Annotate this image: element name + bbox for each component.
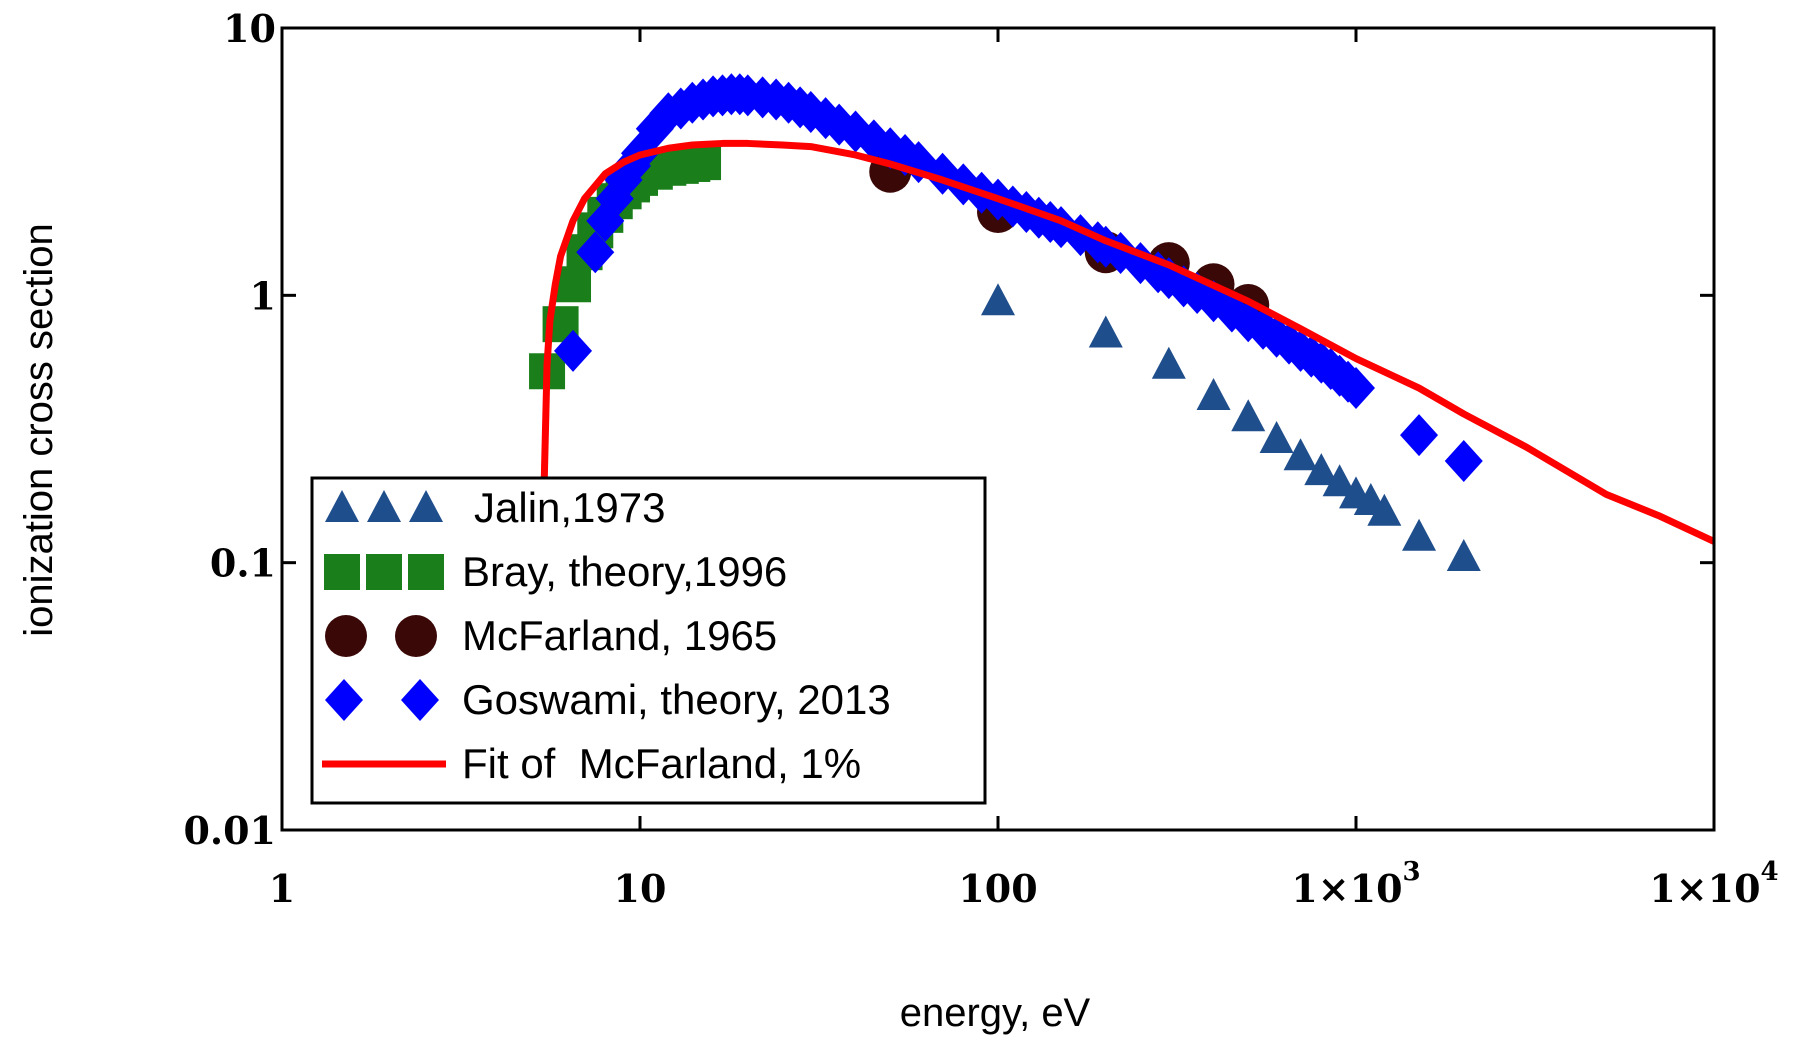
square-point [685,144,722,181]
x-tick-label: 100 [958,866,1037,911]
y-tick-label: 0.01 [183,808,276,853]
triangle-point [1304,453,1339,486]
legend-square-marker [324,554,360,590]
x-tick-label: 10 [614,866,667,911]
triangle-point [1283,438,1318,471]
triangle-point [1088,315,1123,348]
diamond-point [1400,414,1439,457]
legend-diamond-marker [401,679,439,721]
triangle-point [1259,421,1294,454]
x-axis-title: energy, eV [900,991,1091,1035]
diamond-point [576,231,615,274]
legend-triangle-marker [409,490,443,522]
legend-square-marker [408,554,444,590]
legend-label-fit: Fit of McFarland, 1% [462,740,861,787]
triangle-point [1231,399,1266,432]
y-tick-label: 0.1 [210,541,276,586]
legend-triangle-marker [325,490,359,522]
legend: Jalin,1973 Bray, theory,1996 McFarland, … [310,476,987,805]
legend-label-mcfarland: McFarland, 1965 [462,612,777,659]
triangle-point [1402,518,1437,551]
legend-circle-marker [325,615,367,657]
legend-markers [322,490,446,768]
y-tick-label: 10 [223,6,276,51]
triangle-point [1367,493,1402,526]
legend-square-marker [366,554,402,590]
legend-label-bray: Bray, theory,1996 [462,548,787,595]
x-tick-label: 1 [269,866,295,911]
x-tick-label: 1×103 [1291,857,1420,911]
legend-label-jalin: Jalin,1973 [474,484,665,531]
legend-label-goswami: Goswami, theory, 2013 [462,676,891,723]
diamond-point [554,329,593,372]
series-0 [981,283,1481,572]
diamond-point [1444,440,1483,483]
y-axis-title: ionization cross section [17,223,61,637]
x-tick-label: 1×104 [1649,857,1778,911]
diamond-point [1337,367,1375,410]
fit-line [540,139,1714,545]
triangle-point [1322,464,1357,497]
legend-triangle-marker [367,490,401,522]
series-4 [540,139,1714,545]
y-tick-label: 1 [250,273,276,318]
triangle-point [981,283,1015,316]
triangle-point [1446,539,1481,572]
tick-layer: 1 10 100 1×103 1×104 0.01 0.1 1 10 [183,6,1778,911]
triangle-point [1196,378,1231,411]
legend-circle-marker [395,615,437,657]
triangle-point [1151,346,1186,379]
legend-diamond-marker [325,679,363,721]
series-layer [529,73,1714,572]
